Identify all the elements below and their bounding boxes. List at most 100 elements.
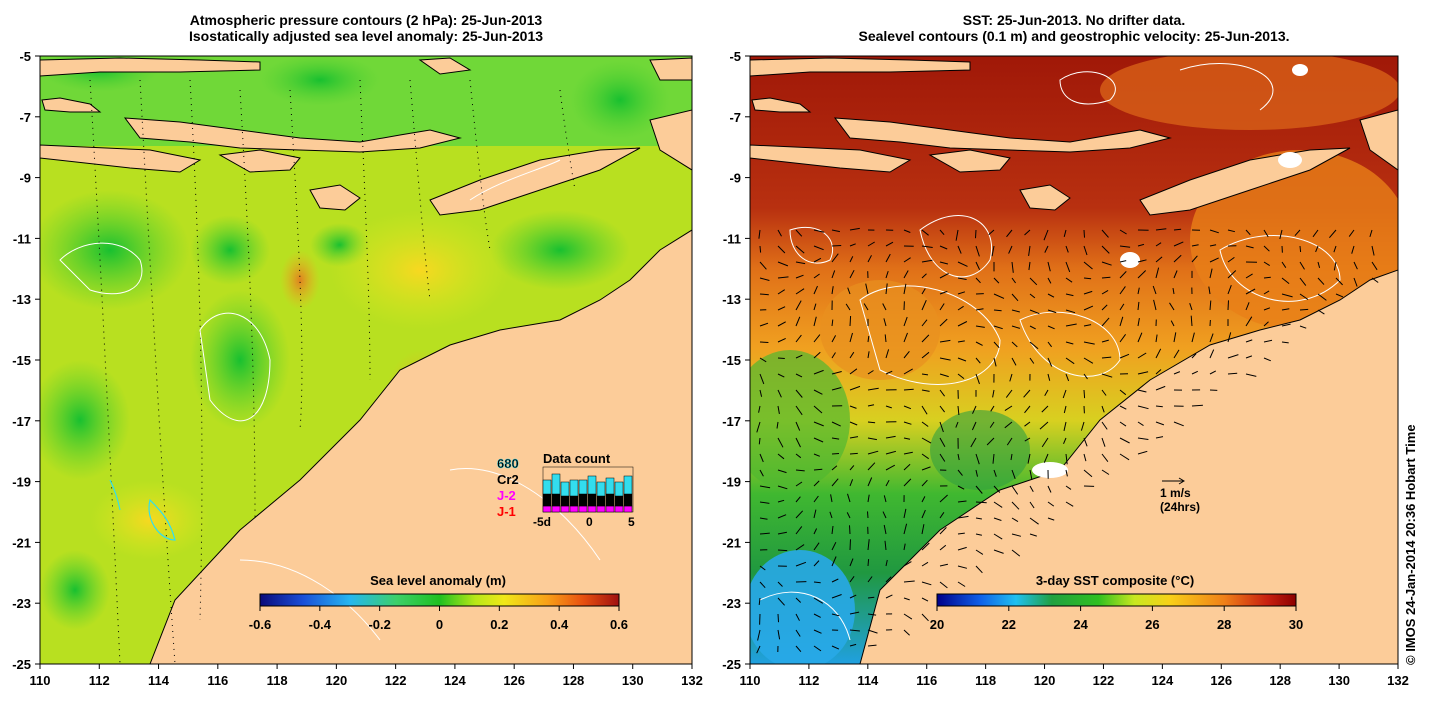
velocity-arrow <box>777 549 788 552</box>
right-xtick-label: 110 <box>740 673 761 688</box>
velocity-arrow <box>759 373 765 385</box>
velocity-arrow <box>975 453 980 465</box>
velocity-arrow <box>957 245 962 254</box>
sumba-land-sst <box>928 149 1011 173</box>
velocity-arrow <box>903 437 911 440</box>
velocity-arrow <box>939 453 946 462</box>
velocity-arrow <box>847 493 851 503</box>
velocity-arrow <box>921 273 927 279</box>
left-ytick-label: -7 <box>19 110 31 125</box>
velocity-arrow <box>1209 300 1212 311</box>
velocity-arrow <box>903 350 910 359</box>
sst-colorbar: 3-day SST composite (°C) 20 22 24 26 28 30 <box>930 573 1303 632</box>
velocity-arrow <box>1119 453 1130 461</box>
velocity-arrow <box>939 581 948 589</box>
velocity-arrow <box>867 404 875 407</box>
velocity-arrow <box>847 287 851 295</box>
velocity-arrow <box>993 517 1002 521</box>
velocity-arrow <box>1024 421 1031 427</box>
velocity-arrow <box>867 559 870 567</box>
velocity-arrow <box>1119 421 1127 427</box>
velocity-arrow <box>1119 286 1126 295</box>
velocity-arrow <box>1047 501 1055 507</box>
velocity-arrow <box>1011 261 1014 273</box>
velocity-arrow <box>1169 302 1175 311</box>
velocity-scale-sublabel: (24hrs) <box>1160 500 1200 514</box>
velocity-arrow <box>921 373 929 376</box>
velocity-arrow <box>885 576 892 583</box>
velocity-arrow <box>849 594 857 599</box>
velocity-arrow <box>1063 405 1067 414</box>
velocity-arrow <box>865 283 869 295</box>
velocity-arrow <box>939 357 951 361</box>
flores-land <box>123 117 462 153</box>
velocity-arrow <box>829 511 833 519</box>
velocity-arrow <box>1083 437 1088 447</box>
velocity-arrow <box>903 283 907 295</box>
velocity-arrow <box>776 421 779 429</box>
velocity-arrow <box>1137 301 1140 311</box>
inset-legend-680: 680 <box>497 456 519 471</box>
velocity-arrow <box>1263 357 1271 362</box>
velocity-arrow <box>777 276 789 279</box>
velocity-arrow <box>921 405 928 415</box>
velocity-arrow <box>1263 339 1273 343</box>
velocity-arrow <box>1080 421 1085 431</box>
left-xtick-label: 126 <box>503 673 525 688</box>
velocity-arrow <box>903 421 912 425</box>
velocity-arrow <box>759 389 763 397</box>
left-xtick-label: 130 <box>622 673 644 688</box>
velocity-arrow <box>921 479 928 487</box>
velocity-arrow <box>849 332 853 343</box>
velocity-arrow <box>1348 229 1355 237</box>
velocity-arrow <box>1155 267 1160 279</box>
velocity-arrow <box>921 437 932 444</box>
velocity-arrow <box>1263 229 1269 238</box>
velocity-arrow <box>1065 261 1071 273</box>
velocity-arrow <box>777 531 787 535</box>
velocity-arrow <box>1245 316 1253 327</box>
velocity-arrow <box>1333 261 1337 271</box>
velocity-arrow <box>975 277 981 284</box>
velocity-arrow <box>1263 261 1270 267</box>
velocity-arrow <box>1029 517 1039 525</box>
velocity-arrow <box>957 373 965 379</box>
velocity-arrow <box>957 291 966 295</box>
velocity-arrow <box>921 509 926 519</box>
velocity-arrow <box>993 533 1003 540</box>
velocity-arrow <box>1011 277 1017 284</box>
australia-land-sst <box>859 269 1398 664</box>
velocity-arrow <box>867 335 870 343</box>
velocity-arrow <box>813 257 822 263</box>
left-ytick-label: -11 <box>13 231 31 246</box>
velocity-arrow <box>795 496 801 503</box>
velocity-arrow <box>1006 437 1013 446</box>
right-map-axes: 110 112 114 116 118 120 122 124 126 128 130 132 -5 -7… <box>722 49 1409 688</box>
velocity-arrow <box>1281 341 1289 344</box>
velocity-arrow <box>989 421 995 428</box>
velocity-arrow <box>1029 325 1036 330</box>
velocity-arrow <box>795 453 802 459</box>
right-xtick-label: 120 <box>1034 673 1056 688</box>
velocity-arrow <box>831 371 842 375</box>
sst-colorbar-tick-label: 26 <box>1145 617 1159 632</box>
velocity-arrow <box>1245 288 1256 295</box>
velocity-arrow <box>1137 389 1147 393</box>
velocity-arrow <box>921 288 926 295</box>
left-xtick-label: 124 <box>444 673 466 688</box>
velocity-arrow <box>795 300 802 311</box>
velocity-arrow <box>883 524 887 535</box>
lesser-sunda-land <box>40 144 202 173</box>
velocity-arrow <box>1065 357 1075 365</box>
velocity-arrow <box>1065 453 1068 465</box>
velocity-arrow <box>758 405 761 413</box>
island-land-sst <box>1019 184 1071 211</box>
velocity-arrow <box>1011 293 1019 302</box>
velocity-arrow <box>1172 288 1175 295</box>
velocity-arrow <box>921 319 928 327</box>
velocity-arrow <box>849 611 860 615</box>
velocity-arrow <box>849 385 861 391</box>
velocity-arrow <box>1083 229 1085 238</box>
sla-colorbar-tick-label: -0.4 <box>309 617 332 632</box>
velocity-arrow <box>758 437 761 445</box>
